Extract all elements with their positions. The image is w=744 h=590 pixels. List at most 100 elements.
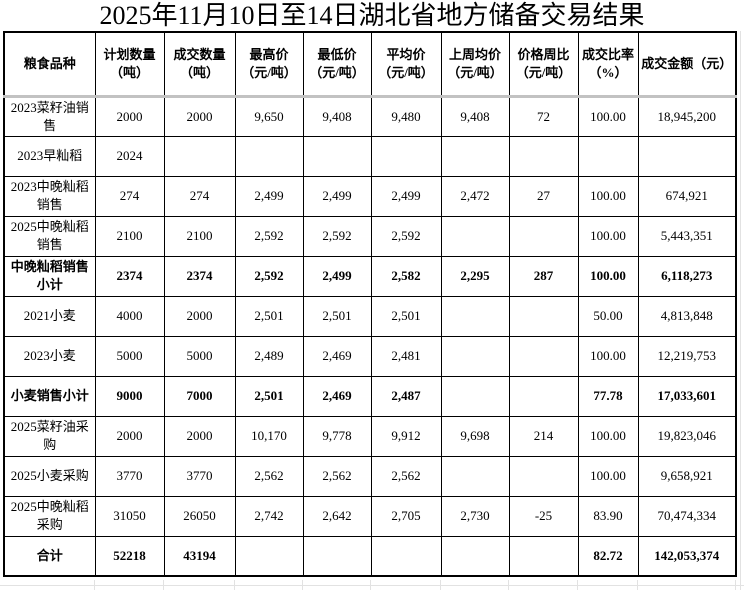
- value-cell[interactable]: 2,501: [234, 295, 304, 337]
- grain-variety-cell[interactable]: 2023菜籽油销售: [3, 95, 96, 137]
- value-cell[interactable]: 2,499: [234, 175, 304, 217]
- value-cell[interactable]: 100.00: [577, 175, 639, 217]
- column-header[interactable]: 成交比率 （%）: [577, 31, 639, 98]
- value-cell[interactable]: [508, 535, 579, 577]
- grain-variety-cell[interactable]: 2025菜籽油采购: [3, 415, 96, 457]
- value-cell[interactable]: 43194: [163, 535, 236, 577]
- value-cell[interactable]: 2,705: [370, 495, 442, 537]
- value-cell[interactable]: 2100: [163, 215, 236, 257]
- value-cell[interactable]: 100.00: [577, 215, 639, 257]
- value-cell[interactable]: 2,592: [234, 255, 304, 297]
- value-cell[interactable]: 2,499: [302, 175, 372, 217]
- value-cell[interactable]: 274: [163, 175, 236, 217]
- value-cell[interactable]: 77.78: [577, 375, 639, 417]
- value-cell[interactable]: 4000: [94, 295, 165, 337]
- value-cell[interactable]: 7000: [163, 375, 236, 417]
- grain-variety-cell[interactable]: 2025小麦采购: [3, 455, 96, 497]
- value-cell[interactable]: 26050: [163, 495, 236, 537]
- value-cell[interactable]: 9,658,921: [637, 455, 737, 497]
- grain-variety-cell[interactable]: 中晚籼稻销售小计: [3, 255, 96, 297]
- value-cell[interactable]: [163, 135, 236, 177]
- value-cell[interactable]: 17,033,601: [637, 375, 737, 417]
- value-cell[interactable]: 10,170: [234, 415, 304, 457]
- value-cell[interactable]: 52218: [94, 535, 165, 577]
- grain-variety-cell[interactable]: 2021小麦: [3, 295, 96, 337]
- value-cell[interactable]: 100.00: [577, 415, 639, 457]
- column-header[interactable]: 最高价 （元/吨）: [234, 31, 304, 98]
- value-cell[interactable]: 2000: [94, 415, 165, 457]
- value-cell[interactable]: 4,813,848: [637, 295, 737, 337]
- value-cell[interactable]: 2,742: [234, 495, 304, 537]
- value-cell[interactable]: 2,501: [302, 295, 372, 337]
- value-cell[interactable]: 3770: [94, 455, 165, 497]
- column-header[interactable]: 平均价 （元/吨）: [370, 31, 442, 98]
- value-cell[interactable]: 2,295: [440, 255, 510, 297]
- value-cell[interactable]: 2,592: [370, 215, 442, 257]
- value-cell[interactable]: 2,642: [302, 495, 372, 537]
- grain-variety-cell[interactable]: 2023中晚籼稻销售: [3, 175, 96, 217]
- value-cell[interactable]: [577, 135, 639, 177]
- value-cell[interactable]: 2,582: [370, 255, 442, 297]
- value-cell[interactable]: [508, 455, 579, 497]
- value-cell[interactable]: [508, 335, 579, 377]
- value-cell[interactable]: 9,912: [370, 415, 442, 457]
- value-cell[interactable]: 2,481: [370, 335, 442, 377]
- column-header[interactable]: 价格周比 （元/吨）: [508, 31, 579, 98]
- value-cell[interactable]: 100.00: [577, 255, 639, 297]
- value-cell[interactable]: [637, 135, 737, 177]
- value-cell[interactable]: 2,499: [370, 175, 442, 217]
- grain-variety-cell[interactable]: 2023小麦: [3, 335, 96, 377]
- value-cell[interactable]: 214: [508, 415, 579, 457]
- value-cell[interactable]: 9,650: [234, 95, 304, 137]
- value-cell[interactable]: [234, 135, 304, 177]
- value-cell[interactable]: 2,472: [440, 175, 510, 217]
- value-cell[interactable]: 5000: [94, 335, 165, 377]
- value-cell[interactable]: 2,592: [234, 215, 304, 257]
- value-cell[interactable]: 83.90: [577, 495, 639, 537]
- value-cell[interactable]: 100.00: [577, 335, 639, 377]
- value-cell[interactable]: [508, 375, 579, 417]
- value-cell[interactable]: 18,945,200: [637, 95, 737, 137]
- value-cell[interactable]: 2,501: [234, 375, 304, 417]
- value-cell[interactable]: [234, 535, 304, 577]
- value-cell[interactable]: 9,778: [302, 415, 372, 457]
- value-cell[interactable]: [508, 135, 579, 177]
- value-cell[interactable]: 5000: [163, 335, 236, 377]
- grain-variety-cell[interactable]: 合计: [3, 535, 96, 577]
- value-cell[interactable]: 142,053,374: [637, 535, 737, 577]
- value-cell[interactable]: 2024: [94, 135, 165, 177]
- column-header[interactable]: 粮食品种: [3, 31, 96, 98]
- value-cell[interactable]: 100.00: [577, 455, 639, 497]
- value-cell[interactable]: 674,921: [637, 175, 737, 217]
- value-cell[interactable]: [440, 135, 510, 177]
- value-cell[interactable]: 2,469: [302, 335, 372, 377]
- value-cell[interactable]: 2,592: [302, 215, 372, 257]
- value-cell[interactable]: 2,562: [234, 455, 304, 497]
- value-cell[interactable]: 3770: [163, 455, 236, 497]
- value-cell[interactable]: 2000: [163, 95, 236, 137]
- value-cell[interactable]: 2374: [94, 255, 165, 297]
- column-header[interactable]: 成交数量 （吨）: [163, 31, 236, 98]
- value-cell[interactable]: 5,443,351: [637, 215, 737, 257]
- value-cell[interactable]: [302, 535, 372, 577]
- value-cell[interactable]: 70,474,334: [637, 495, 737, 537]
- grain-variety-cell[interactable]: 2025中晚籼稻销售: [3, 215, 96, 257]
- value-cell[interactable]: [370, 135, 442, 177]
- value-cell[interactable]: 2,469: [302, 375, 372, 417]
- value-cell[interactable]: 274: [94, 175, 165, 217]
- value-cell[interactable]: [440, 295, 510, 337]
- value-cell[interactable]: 2000: [94, 95, 165, 137]
- grain-variety-cell[interactable]: 2025中晚籼稻采购: [3, 495, 96, 537]
- value-cell[interactable]: 2,489: [234, 335, 304, 377]
- value-cell[interactable]: 9000: [94, 375, 165, 417]
- value-cell[interactable]: 9,408: [302, 95, 372, 137]
- value-cell[interactable]: 72: [508, 95, 579, 137]
- value-cell[interactable]: 19,823,046: [637, 415, 737, 457]
- value-cell[interactable]: [440, 535, 510, 577]
- value-cell[interactable]: 2,562: [370, 455, 442, 497]
- value-cell[interactable]: 2,501: [370, 295, 442, 337]
- value-cell[interactable]: 100.00: [577, 95, 639, 137]
- value-cell[interactable]: 2,562: [302, 455, 372, 497]
- grain-variety-cell[interactable]: 小麦销售小计: [3, 375, 96, 417]
- value-cell[interactable]: 9,480: [370, 95, 442, 137]
